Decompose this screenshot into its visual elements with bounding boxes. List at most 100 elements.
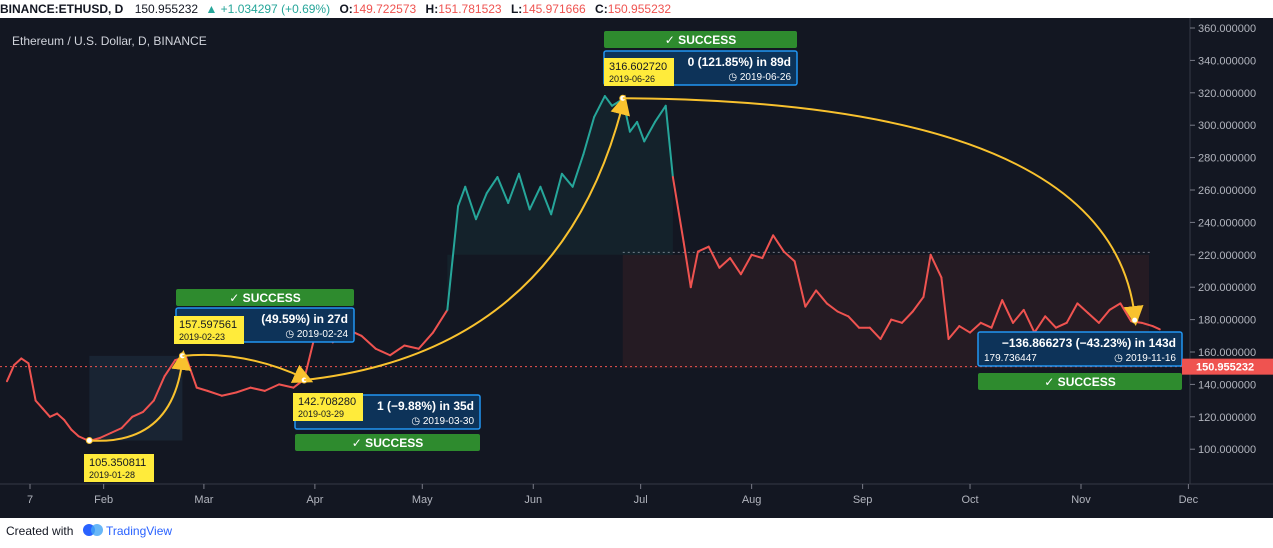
price-point — [718, 267, 720, 269]
price-line-segment — [539, 185, 553, 216]
price-point — [1076, 302, 1078, 304]
current-price-tag-label: 150.955232 — [1196, 362, 1254, 374]
price-line-segment — [815, 289, 828, 305]
y-tick-label: 260.000000 — [1198, 185, 1256, 197]
tradingview-brand[interactable]: TradingView — [106, 524, 173, 538]
price-point — [418, 348, 420, 350]
price-line-segment — [1076, 302, 1090, 315]
price-point — [403, 345, 405, 347]
measure-info-date: ◷ 2019-02-24 — [285, 329, 348, 340]
price-line-segment — [63, 419, 73, 431]
price-line-segment — [750, 253, 764, 260]
price-point — [475, 218, 477, 220]
up-arrow-icon: ▲ — [205, 2, 218, 16]
price-line-segment — [1022, 308, 1036, 334]
y-axis-panel[interactable] — [1190, 18, 1273, 518]
price-tag-value: 105.350811 — [89, 457, 146, 469]
price-line-segment — [464, 185, 477, 221]
success-badge-label: ✓ SUCCESS — [229, 291, 300, 305]
price-point — [35, 400, 37, 402]
price-point — [1119, 302, 1121, 304]
price-point — [56, 413, 58, 415]
price-line-segment — [27, 362, 37, 402]
measure-arrow — [304, 94, 630, 382]
price-line-segment — [1097, 308, 1111, 324]
price-point — [690, 286, 692, 288]
price-point — [604, 95, 606, 97]
price-line-segment — [235, 386, 252, 394]
price-point — [847, 315, 849, 317]
price-point — [550, 213, 552, 215]
price-point — [636, 121, 638, 123]
x-tick-label: Jun — [524, 494, 542, 506]
y-tick-label: 120.000000 — [1198, 412, 1256, 424]
price-point — [794, 260, 796, 262]
price-point — [235, 392, 237, 394]
price-line-segment — [969, 321, 982, 334]
price-point — [153, 400, 155, 402]
price-line-segment — [958, 325, 972, 334]
price-point — [457, 205, 459, 207]
success-badge — [176, 289, 354, 306]
price-line-segment — [772, 234, 785, 253]
price-point — [826, 302, 828, 304]
y-tick-label: 180.000000 — [1198, 315, 1256, 327]
price-point — [948, 338, 950, 340]
price-point — [815, 289, 817, 291]
price-point — [922, 296, 924, 298]
high-value: 151.781523 — [438, 2, 502, 16]
price-tag-value: 316.602720 — [609, 61, 667, 73]
price-line-segment — [507, 172, 520, 204]
price-point — [518, 173, 520, 175]
price-line-segment — [20, 357, 30, 365]
price-point — [496, 176, 498, 178]
price-line-segment — [13, 357, 23, 366]
price-point — [772, 234, 774, 236]
tradingview-logo-icon — [83, 524, 103, 536]
x-tick-label: Apr — [306, 494, 323, 506]
price-point — [969, 332, 971, 334]
price-line-segment — [1001, 299, 1014, 324]
price-line-segment — [152, 375, 166, 402]
price-line-segment — [571, 153, 585, 188]
price-change: +1.034297 (+0.69%) — [220, 2, 331, 16]
price-point — [672, 176, 674, 178]
created-with-text: Created with — [6, 524, 74, 538]
price-point — [1141, 322, 1143, 324]
price-line-segment — [99, 432, 112, 439]
price-point — [912, 311, 914, 313]
price-point — [611, 105, 613, 107]
success-badge-label: ✓ SUCCESS — [1044, 375, 1115, 389]
price-point — [1098, 322, 1100, 324]
price-line-segment — [636, 120, 646, 143]
y-tick-label: 340.000000 — [1198, 55, 1256, 67]
price-point — [930, 254, 932, 256]
price-point — [360, 335, 362, 337]
price-line-segment — [496, 176, 510, 204]
price-line-segment — [1087, 312, 1100, 324]
price-line-segment — [1033, 315, 1047, 334]
price-line-segment — [56, 412, 66, 422]
price-point — [665, 105, 667, 107]
price-point — [1012, 322, 1014, 324]
price-point — [1055, 327, 1057, 329]
price-chart[interactable]: ✓ SUCCESS (49.59%) in 27d ◷ 2019-02-24 157.… — [0, 18, 1273, 518]
price-point — [858, 327, 860, 329]
price-line-segment — [206, 389, 223, 397]
price-point — [991, 327, 993, 329]
price-line-segment — [901, 310, 914, 324]
price-point — [1044, 315, 1046, 317]
price-point — [901, 322, 903, 324]
success-badge — [295, 434, 480, 451]
x-tick-label: Dec — [1179, 494, 1199, 506]
price-line-segment — [278, 383, 295, 389]
price-line-segment — [446, 205, 460, 311]
price-point — [464, 186, 466, 188]
price-point — [164, 375, 166, 377]
x-tick-label: Mar — [194, 494, 213, 506]
price-tag-yellow — [84, 454, 154, 482]
price-line-segment — [474, 192, 488, 221]
last-price: 150.955232 — [134, 2, 199, 16]
x-axis-panel[interactable] — [0, 484, 1273, 518]
price-point — [837, 311, 839, 313]
